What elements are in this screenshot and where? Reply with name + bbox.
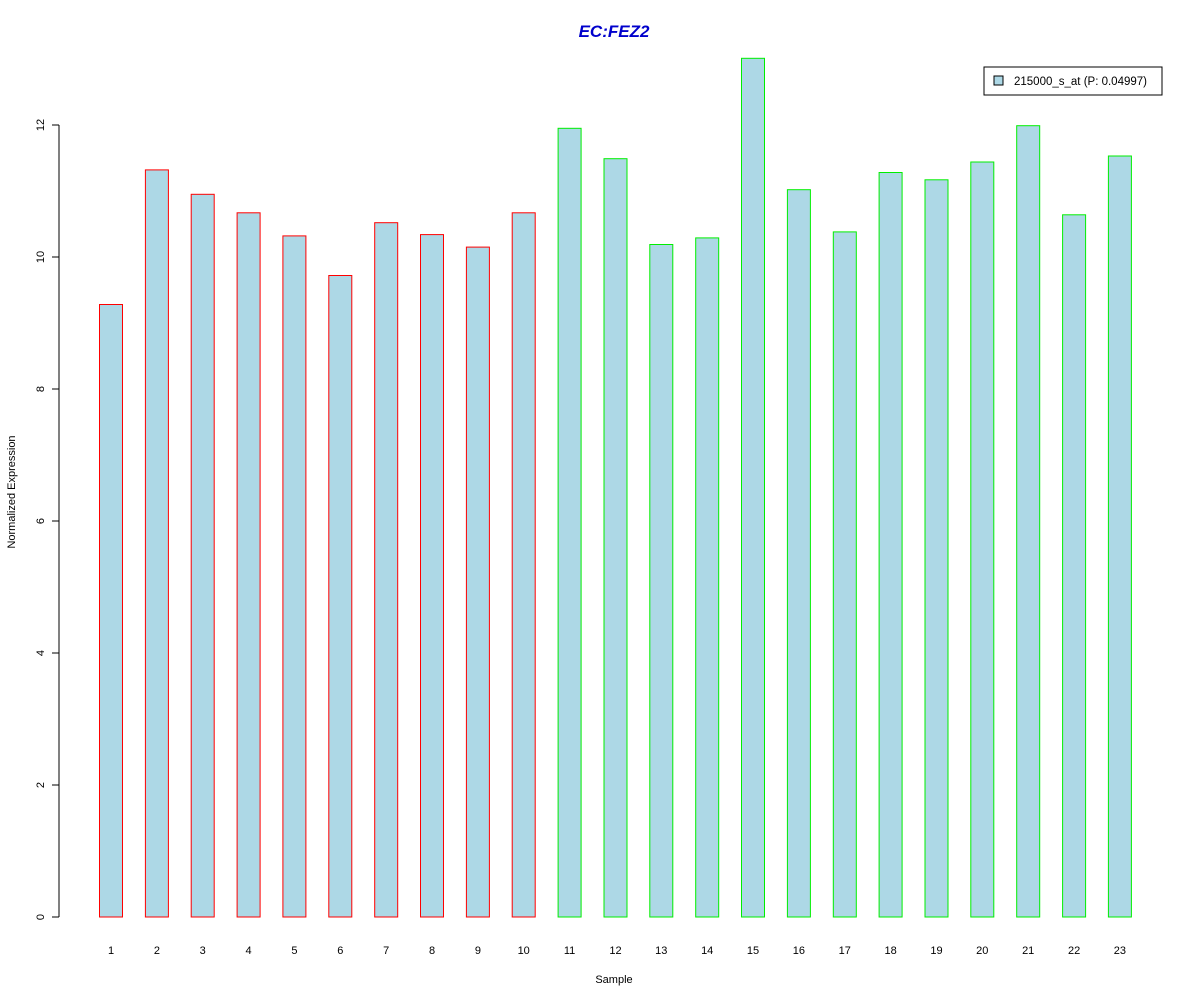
x-tick-label: 17 [839,945,851,957]
bar-sample-1 [99,304,123,918]
y-tick-label: 8 [35,386,47,392]
bar-sample-22 [1062,214,1087,918]
bar-sample-5 [282,235,307,918]
x-tick-label: 18 [884,945,896,957]
x-tick-label: 14 [701,945,713,957]
bar-sample-6 [328,275,353,918]
x-tick-label: 6 [337,945,343,957]
bar-sample-20 [970,161,995,918]
bar-sample-21 [1016,125,1041,918]
bar-sample-8 [420,234,444,918]
legend: 215000_s_at (P: 0.04997) [983,66,1163,96]
x-tick-label: 15 [747,945,759,957]
x-tick-label: 13 [655,945,667,957]
bars [99,57,1132,918]
x-tick-label: 9 [475,945,481,957]
x-tick-labels: 1 2 3 4 5 6 7 8 9 10 11 12 13 14 15 16 17 18 19 20 21 22 23 [108,945,1126,957]
y-tick-label: 10 [35,251,47,263]
x-tick-label: 20 [976,945,988,957]
bar-sample-13 [649,244,674,918]
bar-sample-19 [924,179,949,918]
y-tick-label: 4 [35,650,47,656]
y-tick-label: 6 [35,518,47,524]
legend-swatch [993,75,1004,86]
bar-sample-2 [144,169,169,918]
bar-sample-23 [1107,155,1132,918]
x-tick-label: 1 [108,945,114,957]
x-tick-label: 19 [930,945,942,957]
x-tick-label: 7 [383,945,389,957]
bar-sample-18 [878,172,903,918]
x-tick-label: 10 [518,945,530,957]
x-tick-label: 21 [1022,945,1034,957]
bar-sample-4 [236,212,261,918]
x-tick-label: 2 [154,945,160,957]
y-tick-label: 12 [35,119,47,131]
bar-sample-10 [511,212,536,918]
x-tick-label: 5 [291,945,297,957]
bar-sample-15 [741,57,765,918]
y-axis-label: Normalized Expression [6,435,18,548]
bar-sample-11 [557,127,582,918]
bar-sample-16 [786,189,811,918]
x-axis-label: Sample [595,974,632,986]
y-tick-label: 0 [35,914,47,920]
legend-box [983,66,1163,96]
legend-label: 215000_s_at (P: 0.04997) [1014,76,1147,88]
bar-sample-12 [603,158,628,918]
y-axis: 0 2 4 6 8 10 12 [35,119,60,920]
bar-sample-14 [695,237,720,918]
y-tick-label: 2 [35,782,47,788]
chart-title: EC:FEZ2 [579,22,650,41]
x-tick-label: 12 [609,945,621,957]
x-tick-label: 11 [564,945,575,957]
x-tick-label: 22 [1068,945,1080,957]
bar-sample-7 [374,222,399,918]
x-tick-label: 16 [793,945,805,957]
bar-sample-17 [832,231,857,918]
bar-sample-9 [465,246,490,918]
bar-sample-3 [190,193,215,918]
x-tick-label: 3 [200,945,206,957]
x-tick-label: 8 [429,945,435,957]
x-tick-label: 4 [246,945,252,957]
x-tick-label: 23 [1114,945,1126,957]
